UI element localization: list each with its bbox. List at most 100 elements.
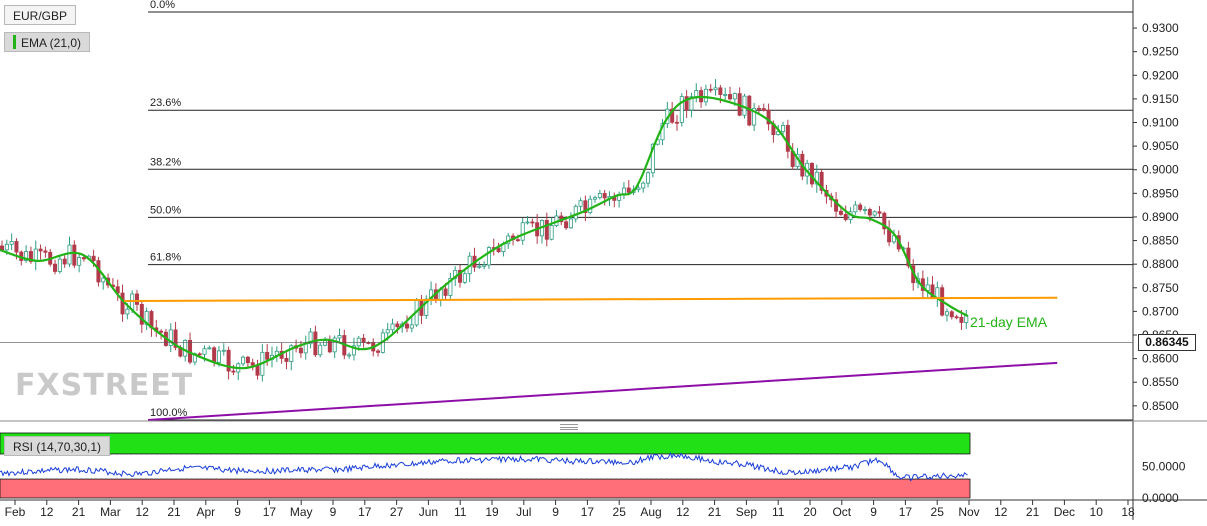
time-tick-label: 10 [1090,505,1104,519]
price-tick-label: 0.8850 [1142,234,1179,248]
ema-line [0,95,969,370]
candle-body [728,94,733,100]
candle-body [9,241,14,245]
candle-body [863,209,868,211]
candlesticks [0,79,969,382]
panel-resize-handle[interactable] [560,424,578,430]
candle-body [308,331,313,345]
candle-body [670,108,675,123]
candle-body [351,345,356,356]
time-tick-label: 17 [581,505,595,519]
candle-body [877,211,882,214]
candle-body [173,329,178,348]
price-tick-label: 0.9200 [1142,68,1179,82]
candle-body [303,343,308,354]
candle-body [766,109,771,125]
candle-body [954,316,959,319]
candle-body [458,269,463,283]
fib-level-label: 100.0% [150,407,188,419]
candle-body [241,356,246,365]
time-tick-label: 25 [931,505,945,519]
time-tick-label: 9 [234,505,241,519]
time-tick-label: Oct [832,505,851,519]
candle-body [318,344,323,356]
candle-body [809,162,814,185]
time-tick-label: 12 [136,505,150,519]
symbol-label: EUR/GBP [13,9,68,23]
price-tick-label: 0.9150 [1142,92,1179,106]
candle-body [404,323,409,329]
support-trendline [148,361,1058,421]
candle-body [949,311,954,318]
fxstreet-watermark: FXSTREET [15,368,194,403]
candle-body [168,329,173,346]
candle-body [38,248,43,252]
candle-body [486,247,491,266]
price-tick-label: 0.8550 [1142,375,1179,389]
time-tick-label: Sep [736,505,758,519]
fib-level-label: 61.8% [150,252,181,264]
price-tick-label: 0.8600 [1142,352,1179,366]
last-price-box: 0.86345 [1138,334,1196,351]
candle-body [409,324,414,329]
candle-body [67,244,72,265]
price-tick-label: 0.8900 [1142,210,1179,224]
candle-body [641,182,646,189]
candle-body [583,200,588,214]
price-tick-label: 0.9050 [1142,139,1179,153]
time-tick-label: 25 [613,505,627,519]
trend-lines [123,296,1058,421]
time-tick-label: 21 [708,505,722,519]
price-tick-label: 0.8950 [1142,186,1179,200]
candle-body [101,277,106,283]
time-tick-label: 27 [390,505,404,519]
candle-body [183,339,188,357]
candle-body [77,257,82,266]
rsi-oversold-zone [0,478,971,499]
candle-body [53,263,58,272]
time-tick-label: Dec [1054,505,1075,519]
time-tick-label: 17 [899,505,913,519]
rsi-indicator-badge[interactable]: RSI (14,70,30,1) [4,436,111,456]
time-tick-label: 21 [72,505,86,519]
candle-body [390,323,395,331]
time-tick-label: 11 [454,505,467,519]
time-tick-label: 9 [552,505,559,519]
candle-body [867,209,872,216]
candle-body [462,273,467,283]
time-tick-label: 11 [772,505,785,519]
rsi-tick-label: 50.0000 [1142,460,1186,474]
price-tick-label: 0.8750 [1142,281,1179,295]
candle-body [819,171,824,191]
candle-body [597,193,602,199]
candle-body [785,125,790,152]
candle-body [395,323,400,328]
candle-body [443,288,448,296]
time-tick-label: 12 [40,505,54,519]
time-tick-label: 21 [1026,505,1040,519]
price-tick-label: 0.9100 [1142,116,1179,130]
candle-body [134,293,139,305]
candle-body [602,193,607,199]
candle-body [24,251,29,261]
time-tick-label: 17 [358,505,372,519]
symbol-badge[interactable]: EUR/GBP [4,5,77,25]
time-tick-label: 12 [676,505,690,519]
candle-body [207,347,212,350]
candle-body [674,121,679,124]
candle-body [650,143,655,174]
candle-body [298,347,303,354]
candle-body [530,221,535,224]
candle-body [28,251,33,262]
time-tick-label: Jul [516,505,531,519]
candle-body [944,311,949,316]
candle-body [337,335,342,339]
candle-body [332,337,337,353]
candle-body [872,211,877,216]
candle-body [761,108,766,111]
ema-indicator-badge[interactable]: EMA (21,0) [4,32,91,52]
candle-body [689,96,694,111]
rsi-indicator-label: RSI (14,70,30,1) [13,440,102,454]
candle-body [212,347,217,363]
